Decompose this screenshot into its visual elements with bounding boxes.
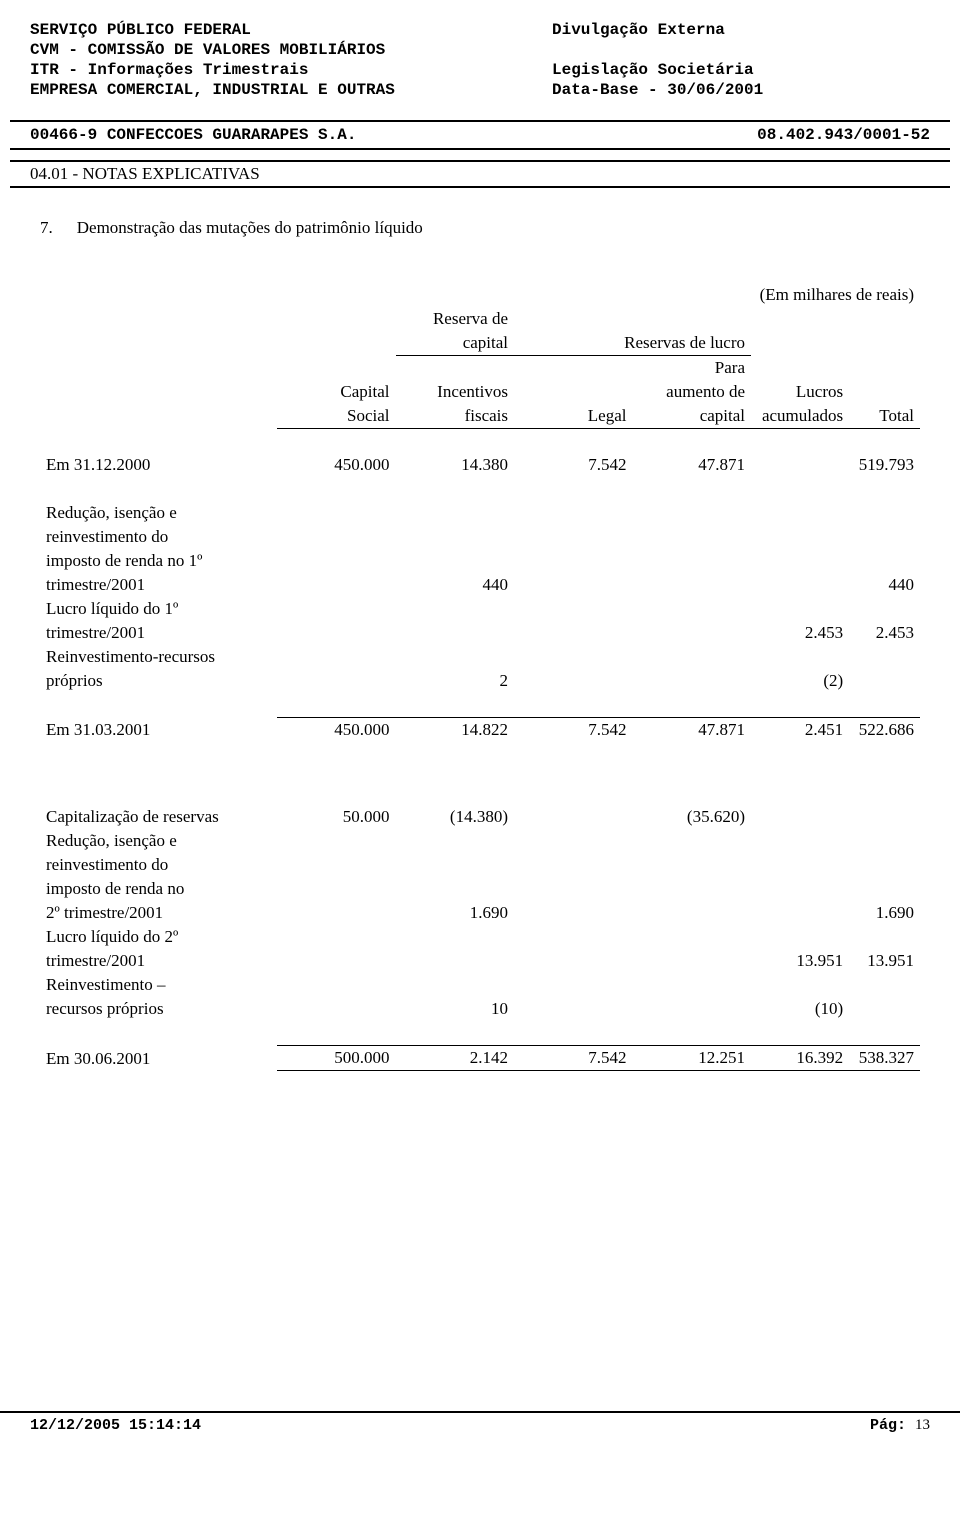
th-legal: Legal [514, 404, 633, 429]
footer-page: Pág: 13 [870, 1417, 930, 1434]
company-bar: 00466-9 CONFECCOES GUARARAPES S.A. 08.40… [10, 120, 950, 150]
r1-c1: 450.000 [277, 453, 396, 477]
th-para: Para [633, 356, 752, 381]
th-row-2: capital Reservas de lucro [40, 331, 920, 356]
th-aumento: aumento de [633, 380, 752, 404]
hdr-cvm: CVM - COMISSÃO DE VALORES MOBILIÁRIOS [30, 40, 385, 60]
footer-page-label: Pág: [870, 1417, 906, 1434]
row-reducao-1-a: Redução, isenção e [40, 501, 920, 525]
hdr-legislacao: Legislação Societária [552, 60, 930, 80]
row-lucro-2: trimestre/2001 13.951 13.951 [40, 949, 920, 973]
equity-table: (Em milhares de reais) Reserva de capita… [40, 283, 920, 1071]
r2-label: trimestre/2001 [40, 573, 277, 597]
page-footer: 12/12/2005 15:14:14 Pág: 13 [0, 1411, 960, 1454]
row-reducao-2: 2º trimestre/2001 1.690 1.690 [40, 901, 920, 925]
th-row-3: Para [40, 356, 920, 381]
th-row-4: Capital Incentivos aumento de Lucros [40, 380, 920, 404]
th-capital-small: capital [396, 331, 515, 356]
row-reducao-1-b: reinvestimento do [40, 525, 920, 549]
footer-page-num: 13 [915, 1417, 930, 1433]
rule-row-1 [40, 693, 920, 718]
row-reducao-1-c: imposto de renda no 1º [40, 549, 920, 573]
section-number: 7. [40, 218, 53, 238]
hdr-database: Data-Base - 30/06/2001 [552, 80, 930, 100]
row-reinv-1: próprios 2 (2) [40, 669, 920, 693]
row-reducao-2-c: imposto de renda no [40, 877, 920, 901]
th-row-unit: (Em milhares de reais) [40, 283, 920, 307]
th-reservas-lucro: Reservas de lucro [514, 331, 751, 356]
th-capital2: capital [633, 404, 752, 429]
footer-timestamp: 12/12/2005 15:14:14 [30, 1417, 201, 1434]
r1-c5 [751, 453, 849, 477]
hdr-service: SERVIÇO PÚBLICO FEDERAL [30, 20, 552, 40]
row-em-30-06-2001: Em 30.06.2001 500.000 2.142 7.542 12.251… [40, 1046, 920, 1071]
th-row-5: Social fiscais Legal capital acumulados … [40, 404, 920, 429]
section-bar: 04.01 - NOTAS EXPLICATIVAS [10, 160, 950, 188]
row-reducao-2-b: reinvestimento do [40, 853, 920, 877]
th-lucros: Lucros [751, 380, 849, 404]
th-reserva-de: Reserva de [396, 307, 515, 331]
r1-c4: 47.871 [633, 453, 752, 477]
row-lucro-1: trimestre/2001 2.453 2.453 [40, 621, 920, 645]
company-code-name: 00466-9 CONFECCOES GUARARAPES S.A. [30, 126, 356, 144]
th-incentivos: Incentivos [396, 380, 515, 404]
r1-c6: 519.793 [849, 453, 920, 477]
r1-label: Em 31.12.2000 [40, 453, 277, 477]
section-title-text: Demonstração das mutações do patrimônio … [77, 218, 423, 238]
row-reinv-1-a: Reinvestimento-recursos [40, 645, 920, 669]
hdr-empresa: EMPRESA COMERCIAL, INDUSTRIAL E OUTRAS [30, 80, 552, 100]
row-capitalizacao: Capitalização de reservas 50.000 (14.380… [40, 805, 920, 829]
row-reinv-2-a: Reinvestimento – [40, 973, 920, 997]
content-area: 7. Demonstração das mutações do patrimôn… [0, 188, 960, 1071]
header-block: SERVIÇO PÚBLICO FEDERAL Divulgação Exter… [30, 20, 930, 100]
rule-row-2 [40, 1021, 920, 1046]
row-em-31-12-2000: Em 31.12.2000 450.000 14.380 7.542 47.87… [40, 453, 920, 477]
company-cnpj: 08.402.943/0001-52 [757, 126, 930, 144]
th-fiscais: fiscais [396, 404, 515, 429]
th-capital: Capital [277, 380, 396, 404]
r1-c3: 7.542 [514, 453, 633, 477]
row-reinv-2: recursos próprios 10 (10) [40, 997, 920, 1021]
hdr-itr: ITR - Informações Trimestrais [30, 60, 552, 80]
row-reducao-2-a: Redução, isenção e [40, 829, 920, 853]
row-reducao-1: trimestre/2001 440 440 [40, 573, 920, 597]
section-title: 7. Demonstração das mutações do patrimôn… [40, 218, 920, 238]
hdr-divulgacao: Divulgação Externa [552, 20, 930, 40]
row-lucro-2-a: Lucro líquido do 2º [40, 925, 920, 949]
r1-c2: 14.380 [396, 453, 515, 477]
unit-label: (Em milhares de reais) [751, 283, 920, 307]
th-social: Social [277, 404, 396, 429]
page-header: SERVIÇO PÚBLICO FEDERAL Divulgação Exter… [0, 0, 960, 100]
row-lucro-1-a: Lucro líquido do 1º [40, 597, 920, 621]
th-acumulados: acumulados [751, 404, 849, 429]
row-em-31-03-2001: Em 31.03.2001 450.000 14.822 7.542 47.87… [40, 718, 920, 743]
th-row-1: Reserva de [40, 307, 920, 331]
th-total: Total [849, 404, 920, 429]
